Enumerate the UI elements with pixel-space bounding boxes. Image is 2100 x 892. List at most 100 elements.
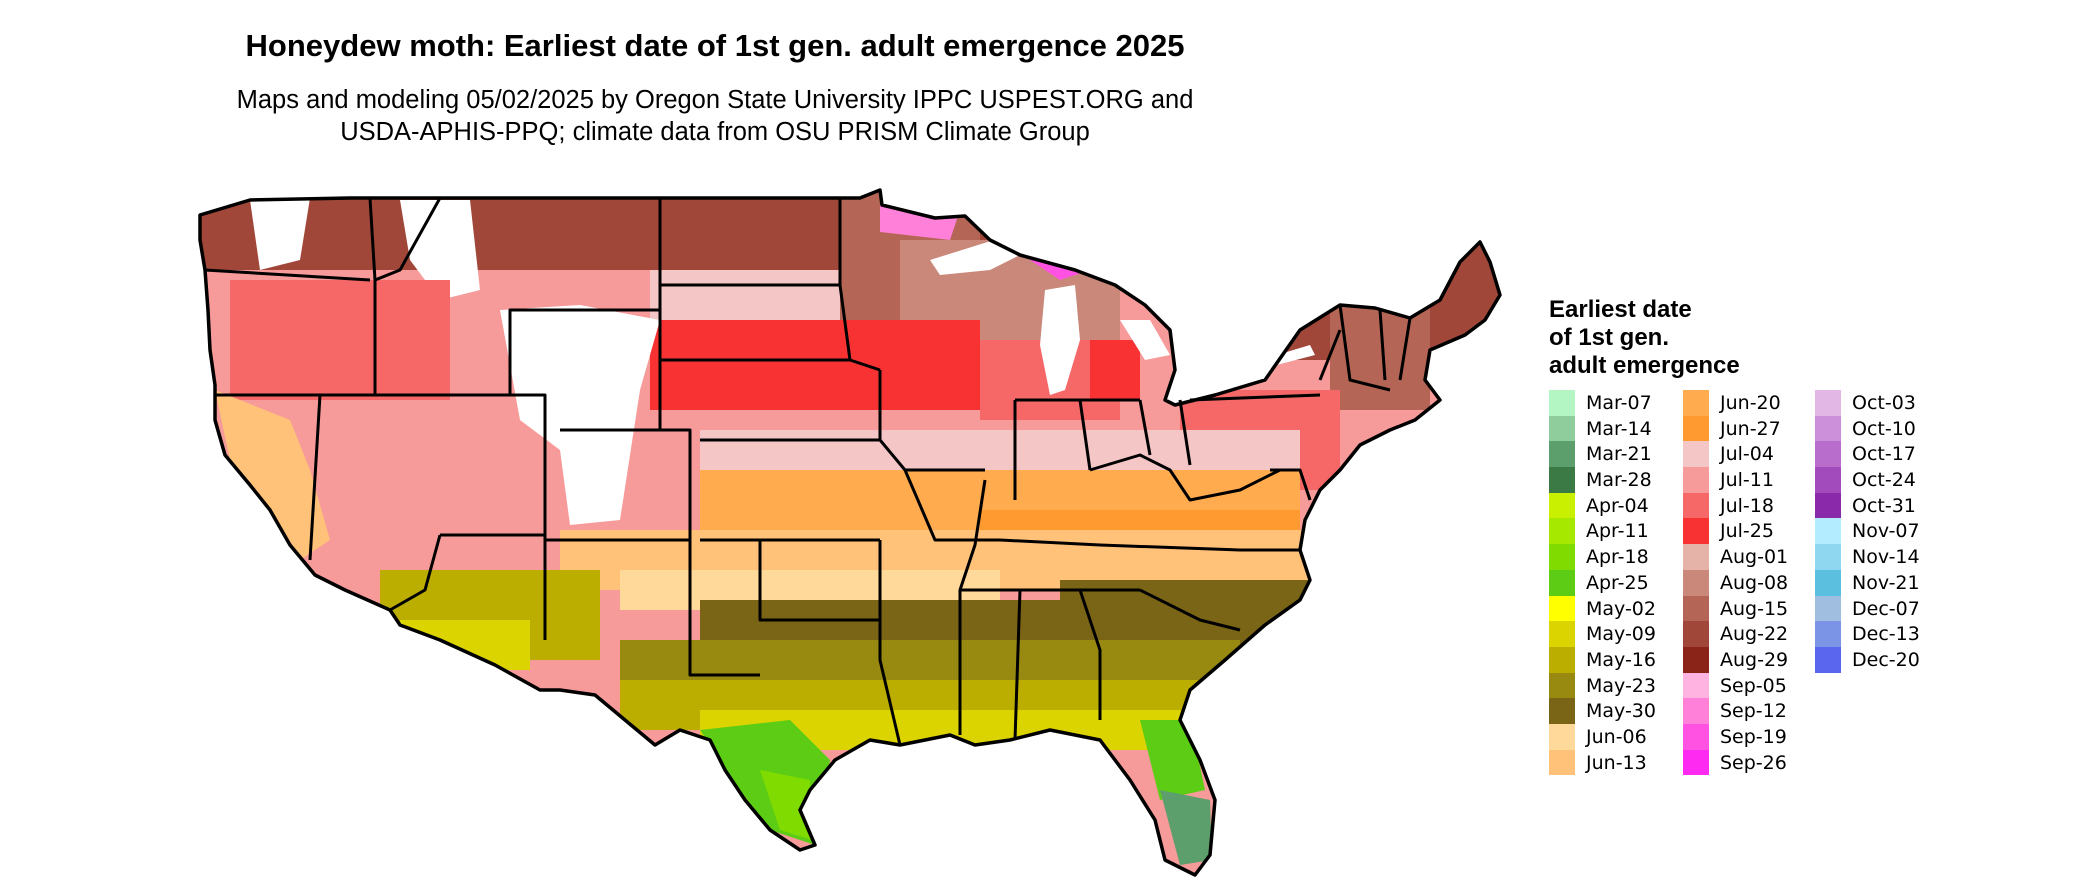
legend-swatch xyxy=(1815,390,1841,416)
map-title: Honeydew moth: Earliest date of 1st gen.… xyxy=(245,28,1185,63)
legend-swatch xyxy=(1815,595,1841,622)
legend-item: May-30 xyxy=(1549,698,1699,724)
legend-label: Apr-25 xyxy=(1586,571,1649,594)
us-emergence-map xyxy=(198,188,1502,877)
legend-swatch xyxy=(1549,646,1575,673)
legend-label: Aug-08 xyxy=(1720,571,1789,594)
legend-label: May-02 xyxy=(1586,597,1656,620)
legend-swatch xyxy=(1683,672,1709,699)
legend-item: May-02 xyxy=(1549,595,1699,622)
legend-item: Mar-28 xyxy=(1549,467,1699,493)
legend-item: Apr-04 xyxy=(1549,492,1699,519)
legend-label: Sep-05 xyxy=(1720,674,1787,697)
legend-label: Nov-14 xyxy=(1852,546,1920,569)
legend-label: May-16 xyxy=(1586,648,1656,671)
legend-swatch xyxy=(1815,621,1841,647)
legend-label: Apr-04 xyxy=(1586,494,1649,517)
legend-swatch xyxy=(1683,390,1709,416)
map-subtitle: Maps and modeling 05/02/2025 by Oregon S… xyxy=(0,84,1430,148)
legend-swatch xyxy=(1549,569,1575,596)
legend-label: Nov-21 xyxy=(1852,571,1920,594)
legend-item: Jul-18 xyxy=(1683,492,1833,519)
legend-swatch xyxy=(1549,390,1575,416)
legend-label: Jun-27 xyxy=(1720,417,1781,440)
legend-item: Mar-21 xyxy=(1549,441,1699,468)
legend-swatch xyxy=(1683,467,1709,493)
legend-item: Nov-21 xyxy=(1815,569,1965,596)
legend-title-line-1: Earliest date xyxy=(1549,296,1692,323)
legend-swatch xyxy=(1683,569,1709,596)
legend-item: Nov-07 xyxy=(1815,518,1965,545)
legend-swatch xyxy=(1683,415,1709,442)
legend-item: Aug-01 xyxy=(1683,544,1833,570)
legend-label: Mar-21 xyxy=(1586,443,1652,466)
legend-item: Aug-15 xyxy=(1683,595,1833,622)
legend-swatch xyxy=(1815,544,1841,570)
legend-swatch xyxy=(1815,415,1841,442)
legend-swatch xyxy=(1683,646,1709,673)
legend-item: Mar-07 xyxy=(1549,390,1699,416)
legend-label: Oct-31 xyxy=(1852,494,1916,517)
legend-swatch xyxy=(1549,441,1575,468)
legend-label: Jul-25 xyxy=(1720,520,1774,543)
legend-item: May-16 xyxy=(1549,646,1699,673)
legend-label: Aug-22 xyxy=(1720,623,1789,646)
legend-item: Sep-05 xyxy=(1683,672,1833,699)
legend-item: Sep-12 xyxy=(1683,698,1833,724)
legend-swatch xyxy=(1683,518,1709,545)
legend-label: Oct-17 xyxy=(1852,443,1916,466)
legend-item: Jul-25 xyxy=(1683,518,1833,545)
legend-label: Oct-10 xyxy=(1852,417,1916,440)
legend-label: May-30 xyxy=(1586,700,1656,723)
legend-label: Aug-15 xyxy=(1720,597,1789,620)
legend-swatch xyxy=(1815,518,1841,545)
legend-swatch xyxy=(1683,749,1709,776)
legend-item: Nov-14 xyxy=(1815,544,1965,570)
legend-item: Aug-22 xyxy=(1683,621,1833,647)
legend-item: Apr-18 xyxy=(1549,544,1699,570)
legend-swatch xyxy=(1683,544,1709,570)
legend-label: Jul-04 xyxy=(1720,443,1774,466)
legend-swatch xyxy=(1815,492,1841,519)
legend-label: Mar-28 xyxy=(1586,469,1652,492)
legend-swatch xyxy=(1549,723,1575,750)
legend-label: Aug-29 xyxy=(1720,648,1789,671)
legend-label: Sep-12 xyxy=(1720,700,1787,723)
legend-item: Jun-06 xyxy=(1549,723,1699,750)
legend-item: Aug-29 xyxy=(1683,646,1833,673)
legend-label: Mar-07 xyxy=(1586,392,1652,414)
legend-label: Jun-20 xyxy=(1720,392,1781,414)
legend-swatch xyxy=(1815,467,1841,493)
legend-swatch xyxy=(1549,415,1575,442)
legend-label: Dec-07 xyxy=(1852,597,1920,620)
legend-label: Oct-24 xyxy=(1852,469,1916,492)
legend-item: May-23 xyxy=(1549,672,1699,699)
legend-label: Jul-11 xyxy=(1720,469,1774,492)
legend-swatch xyxy=(1549,595,1575,622)
legend-swatch xyxy=(1683,698,1709,724)
legend-label: Nov-07 xyxy=(1852,520,1920,543)
legend-item: Mar-14 xyxy=(1549,415,1699,442)
legend-item: Aug-08 xyxy=(1683,569,1833,596)
legend-swatch xyxy=(1549,544,1575,570)
legend-item: Oct-03 xyxy=(1815,390,1965,416)
legend-title: Earliest date of 1st gen. adult emergenc… xyxy=(1549,296,1740,380)
legend-label: Sep-19 xyxy=(1720,725,1787,748)
subtitle-line-2: USDA-APHIS-PPQ; climate data from OSU PR… xyxy=(340,118,1090,146)
legend-swatch xyxy=(1549,518,1575,545)
legend-swatch xyxy=(1815,569,1841,596)
legend-swatch xyxy=(1815,441,1841,468)
legend-swatch xyxy=(1683,492,1709,519)
legend-item: Sep-26 xyxy=(1683,749,1833,776)
legend-column: Jun-20 Jun-27 Jul-04 Jul-11 Jul-18 Jul-25 Aug-… xyxy=(1683,390,1833,776)
legend-item: May-09 xyxy=(1549,621,1699,647)
legend-swatch xyxy=(1683,621,1709,647)
legend-title-line-2: of 1st gen. xyxy=(1549,324,1670,351)
legend-label: May-09 xyxy=(1586,623,1656,646)
legend-label: Jun-06 xyxy=(1586,725,1647,748)
legend-item: Oct-17 xyxy=(1815,441,1965,468)
legend-item: Oct-31 xyxy=(1815,492,1965,519)
legend-swatch xyxy=(1815,646,1841,673)
legend-label: Dec-13 xyxy=(1852,623,1920,646)
legend-swatch xyxy=(1683,723,1709,750)
